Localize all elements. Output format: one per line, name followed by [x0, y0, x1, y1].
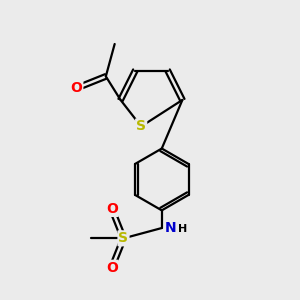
Text: N: N [165, 221, 176, 235]
Text: O: O [106, 261, 118, 275]
Text: S: S [136, 119, 146, 134]
Text: S: S [118, 231, 128, 245]
Text: O: O [106, 202, 118, 216]
Text: H: H [178, 224, 188, 235]
Text: O: O [70, 81, 82, 95]
